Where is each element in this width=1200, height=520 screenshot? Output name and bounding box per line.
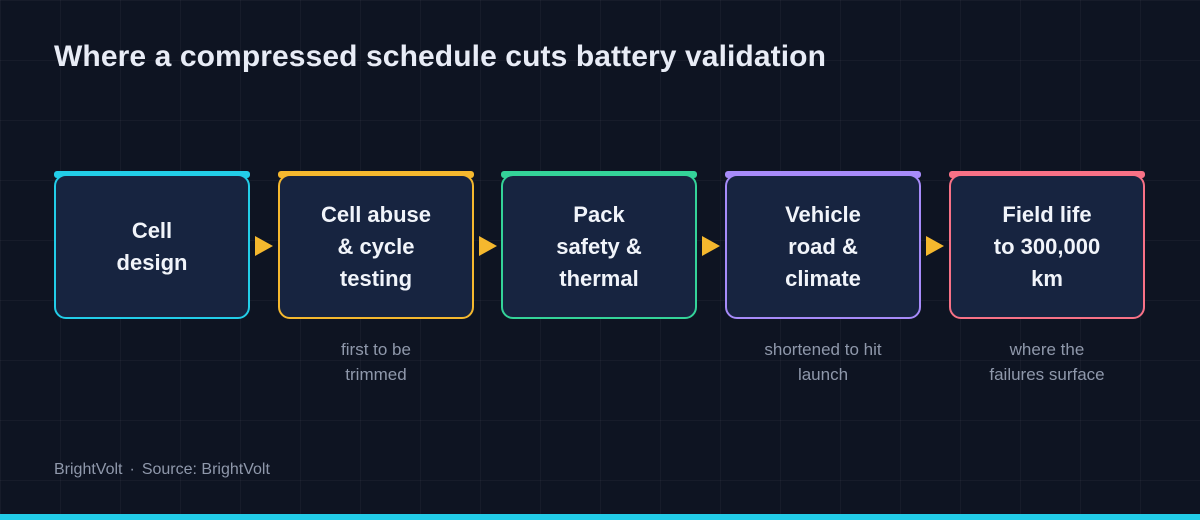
stage-field-life: Field life to 300,000 km (949, 171, 1145, 319)
stage-box: Cell design (54, 174, 250, 319)
stage-label: Cell abuse & cycle testing (320, 201, 432, 291)
arrow-right-icon (702, 236, 720, 256)
stage-vehicle-road-climate: Vehicle road & climate (725, 171, 921, 319)
page-title: Where a compressed schedule cuts battery… (54, 40, 827, 73)
stage-note: shortened to hit launch (764, 340, 882, 384)
arrow-right-icon (926, 236, 944, 256)
stage-label: Cell design (116, 217, 188, 275)
arrow-right-icon (255, 236, 273, 256)
stage-box: Cell abuse & cycle testing (278, 174, 474, 319)
stage-box: Vehicle road & climate (725, 174, 921, 319)
footer-brand: BrightVolt (54, 461, 123, 478)
stage-pack-safety-thermal: Pack safety & thermal (501, 171, 697, 319)
stage-label: Pack safety & thermal (556, 201, 642, 291)
bottom-accent-rule (0, 514, 1200, 520)
footer: BrightVolt · Source: BrightVolt (54, 461, 270, 479)
stage-label: Vehicle road & climate (785, 201, 861, 291)
stage-cell-abuse-cycle-testing: Cell abuse & cycle testing (278, 171, 474, 319)
arrow-right-icon (479, 236, 497, 256)
stage-box: Field life to 300,000 km (949, 174, 1145, 319)
footer-source: Source: BrightVolt (141, 461, 270, 478)
stage-label: Field life to 300,000 km (993, 201, 1101, 291)
stage-box: Pack safety & thermal (501, 174, 697, 319)
stage-cell-design: Cell design (54, 171, 250, 319)
footer-separator: · (129, 461, 135, 478)
stage-note: where the failures surface (989, 340, 1105, 384)
stage-note: first to be trimmed (341, 340, 411, 384)
